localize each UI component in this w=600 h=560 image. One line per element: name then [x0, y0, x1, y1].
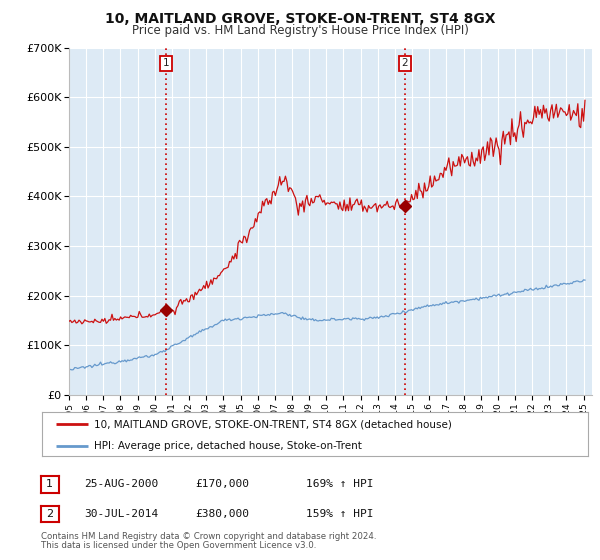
Text: 30-JUL-2014: 30-JUL-2014: [84, 509, 158, 519]
Text: 2: 2: [46, 509, 53, 519]
Text: 159% ↑ HPI: 159% ↑ HPI: [306, 509, 373, 519]
Text: £170,000: £170,000: [195, 479, 249, 489]
Text: 169% ↑ HPI: 169% ↑ HPI: [306, 479, 373, 489]
Text: £380,000: £380,000: [195, 509, 249, 519]
Text: 10, MAITLAND GROVE, STOKE-ON-TRENT, ST4 8GX: 10, MAITLAND GROVE, STOKE-ON-TRENT, ST4 …: [105, 12, 495, 26]
Text: 1: 1: [46, 479, 53, 489]
Text: 1: 1: [163, 58, 169, 68]
Text: Price paid vs. HM Land Registry's House Price Index (HPI): Price paid vs. HM Land Registry's House …: [131, 24, 469, 37]
Text: 2: 2: [401, 58, 408, 68]
Text: Contains HM Land Registry data © Crown copyright and database right 2024.: Contains HM Land Registry data © Crown c…: [41, 532, 376, 541]
Text: 25-AUG-2000: 25-AUG-2000: [84, 479, 158, 489]
Text: This data is licensed under the Open Government Licence v3.0.: This data is licensed under the Open Gov…: [41, 541, 316, 550]
Text: HPI: Average price, detached house, Stoke-on-Trent: HPI: Average price, detached house, Stok…: [94, 441, 362, 451]
Text: 10, MAITLAND GROVE, STOKE-ON-TRENT, ST4 8GX (detached house): 10, MAITLAND GROVE, STOKE-ON-TRENT, ST4 …: [94, 419, 452, 429]
